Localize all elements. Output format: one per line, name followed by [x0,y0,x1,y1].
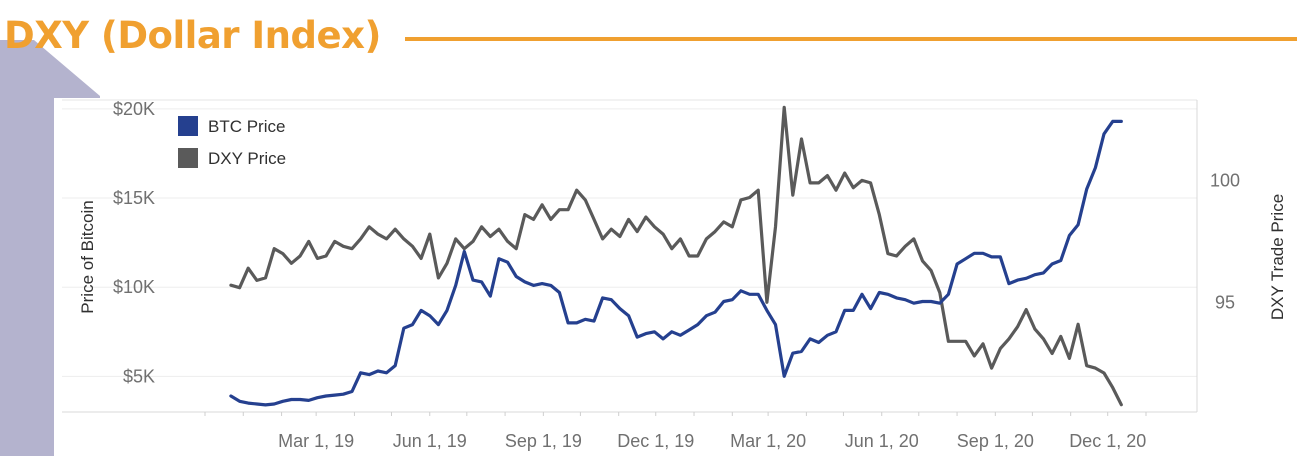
legend-swatch-dxy [178,148,198,168]
legend-label-dxy: DXY Price [208,149,286,168]
decorative-side-ribbon [0,40,100,456]
left-axis-title: Price of Bitcoin [78,200,97,313]
legend-label-btc: BTC Price [208,117,285,136]
x-tick-label: Jun 1, 20 [845,431,919,451]
left-y-tick-label: $10K [113,277,155,297]
x-tick-label: Mar 1, 19 [278,431,354,451]
right-y-tick-label: 95 [1215,292,1235,312]
right-y-tick-labels: 95 100 [1210,170,1240,312]
page-title: DXY (Dollar Index) [4,14,381,57]
dxy-price-line [229,105,1123,407]
x-tick-label: Sep 1, 20 [957,431,1034,451]
btc-price-line [229,119,1123,407]
title-underline [405,37,1297,41]
series-layer [229,105,1123,407]
legend-swatch-btc [178,116,198,136]
x-tick-label: Jun 1, 19 [393,431,467,451]
grid-layer [62,108,1197,377]
x-tick-label: Sep 1, 19 [505,431,582,451]
left-y-tick-label: $20K [113,99,155,119]
left-y-tick-label: $15K [113,188,155,208]
right-y-tick-label: 100 [1210,170,1240,190]
x-tick-label: Dec 1, 19 [617,431,694,451]
left-y-tick-labels: $5K $10K $15K $20K [113,99,155,386]
x-tick-label: Dec 1, 20 [1069,431,1146,451]
x-tick-label: Mar 1, 20 [730,431,806,451]
legend: BTC Price DXY Price [178,116,286,168]
left-y-tick-label: $5K [123,366,155,386]
x-tick-labels: Mar 1, 19 Jun 1, 19 Sep 1, 19 Dec 1, 19 Mar … [204,412,1147,451]
right-axis-title: DXY Trade Price [1268,194,1287,320]
